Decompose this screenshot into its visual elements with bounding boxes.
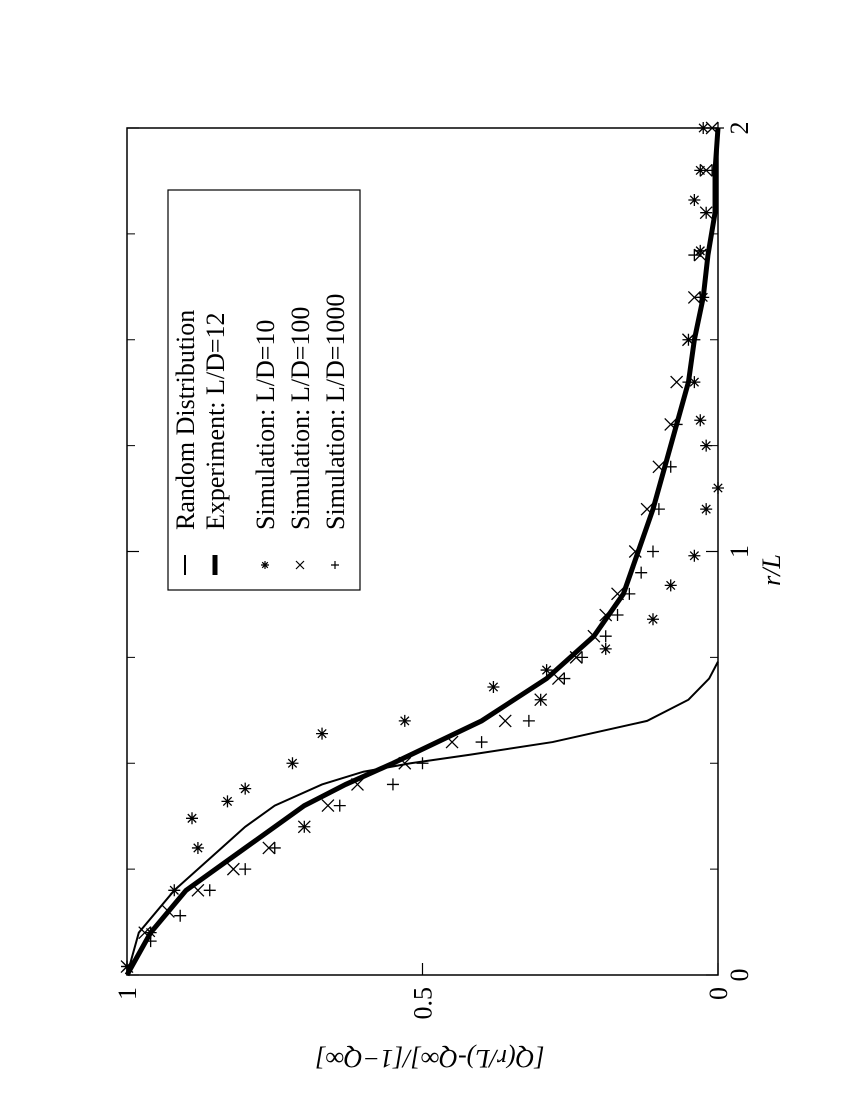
scatter-point <box>168 884 181 897</box>
scatter-point <box>534 693 547 706</box>
scatter-point <box>121 960 133 973</box>
scatter-point <box>623 587 636 600</box>
scatter-point <box>498 714 512 728</box>
x-axis-label: r/L <box>757 554 786 586</box>
legend-symbol <box>331 561 339 569</box>
series-line <box>126 661 719 976</box>
legend-label: Simulation: L/D=100 <box>286 307 315 530</box>
scatter-point <box>611 587 624 601</box>
scatter-point <box>445 735 459 749</box>
legend-label: Experiment: L/D=12 <box>201 312 230 530</box>
scatter-point <box>186 812 199 825</box>
scatter-point <box>682 376 695 389</box>
scatter-point <box>646 545 659 558</box>
scatter-point <box>670 418 683 431</box>
x-tick-label: 1 <box>725 545 754 558</box>
scatter-point <box>688 193 701 206</box>
scatter-point <box>664 579 677 592</box>
scatter-point <box>576 651 589 664</box>
scatter-point <box>700 206 713 219</box>
legend-box <box>167 189 361 591</box>
scatter-point <box>239 782 252 795</box>
scatter-point <box>316 727 329 740</box>
scatter-point <box>670 375 684 389</box>
x-tick-label: 0 <box>725 969 754 982</box>
scatter-point <box>599 630 612 643</box>
scatter-point <box>694 244 707 257</box>
scatter-point <box>688 249 701 262</box>
scatter-point <box>221 795 234 808</box>
scatter-point <box>298 820 311 833</box>
legend-symbol <box>261 561 269 569</box>
scatter-point <box>558 672 571 685</box>
scatter-point <box>700 439 713 452</box>
scatter-point <box>398 756 412 770</box>
scatter-point <box>333 799 346 812</box>
scatter-point <box>522 714 535 727</box>
scatter-point <box>226 862 240 876</box>
scatter-point <box>191 841 204 854</box>
y-tick-label: 0.5 <box>409 987 438 1020</box>
scatter-point <box>712 122 724 134</box>
scatter-point <box>646 613 659 626</box>
scatter-point <box>700 503 713 516</box>
scatter-point <box>652 503 665 516</box>
scatter-point <box>351 777 364 791</box>
scatter-point <box>599 642 612 655</box>
scatter-point <box>611 609 624 622</box>
scatter-point <box>635 566 648 579</box>
y-tick-label: 1 <box>113 987 142 1000</box>
scatter-point <box>599 608 613 622</box>
y-axis-label: [Q(r/L)-Q∞]/[1−Q∞] <box>315 1044 544 1073</box>
legend-label: Simulation: L/D=10 <box>251 320 280 530</box>
scatter-point <box>239 863 252 876</box>
scatter-point <box>587 629 601 643</box>
scatter-point <box>628 545 642 558</box>
scatter-point <box>487 681 500 694</box>
legend-label: Random Distribution <box>171 310 200 530</box>
scatter-point <box>161 905 175 918</box>
scatter-point <box>688 549 701 562</box>
scatter-point <box>694 414 707 427</box>
scatter-point <box>697 122 710 134</box>
scatter-point <box>203 884 216 897</box>
y-tick-label: 0 <box>704 987 733 1000</box>
scatter-point <box>268 841 281 854</box>
scatter-point <box>712 481 724 494</box>
scatter-point <box>694 291 707 304</box>
scatter-point <box>664 460 677 473</box>
scatter-point <box>144 935 157 948</box>
x-tick-label: 2 <box>725 122 754 135</box>
scatter-point <box>640 502 654 516</box>
legend-symbol <box>295 560 305 570</box>
scatter-point <box>694 164 707 177</box>
scatter-point <box>706 164 719 177</box>
scatter-point <box>398 714 411 727</box>
scatter-point <box>540 664 553 677</box>
scatter-point <box>144 926 157 939</box>
scatter-point <box>138 926 152 940</box>
scatter-point <box>475 736 488 749</box>
scatter-point <box>286 757 299 770</box>
scatter-point <box>416 757 429 770</box>
scatter-point <box>191 883 205 897</box>
scatter-point <box>321 799 335 813</box>
legend-label: Simulation: L/D=1000 <box>321 294 350 530</box>
scatter-point <box>688 333 701 346</box>
scatter-point <box>174 909 187 922</box>
scatter-point <box>386 778 399 791</box>
series-line <box>124 127 721 977</box>
scatter-point <box>652 460 666 474</box>
